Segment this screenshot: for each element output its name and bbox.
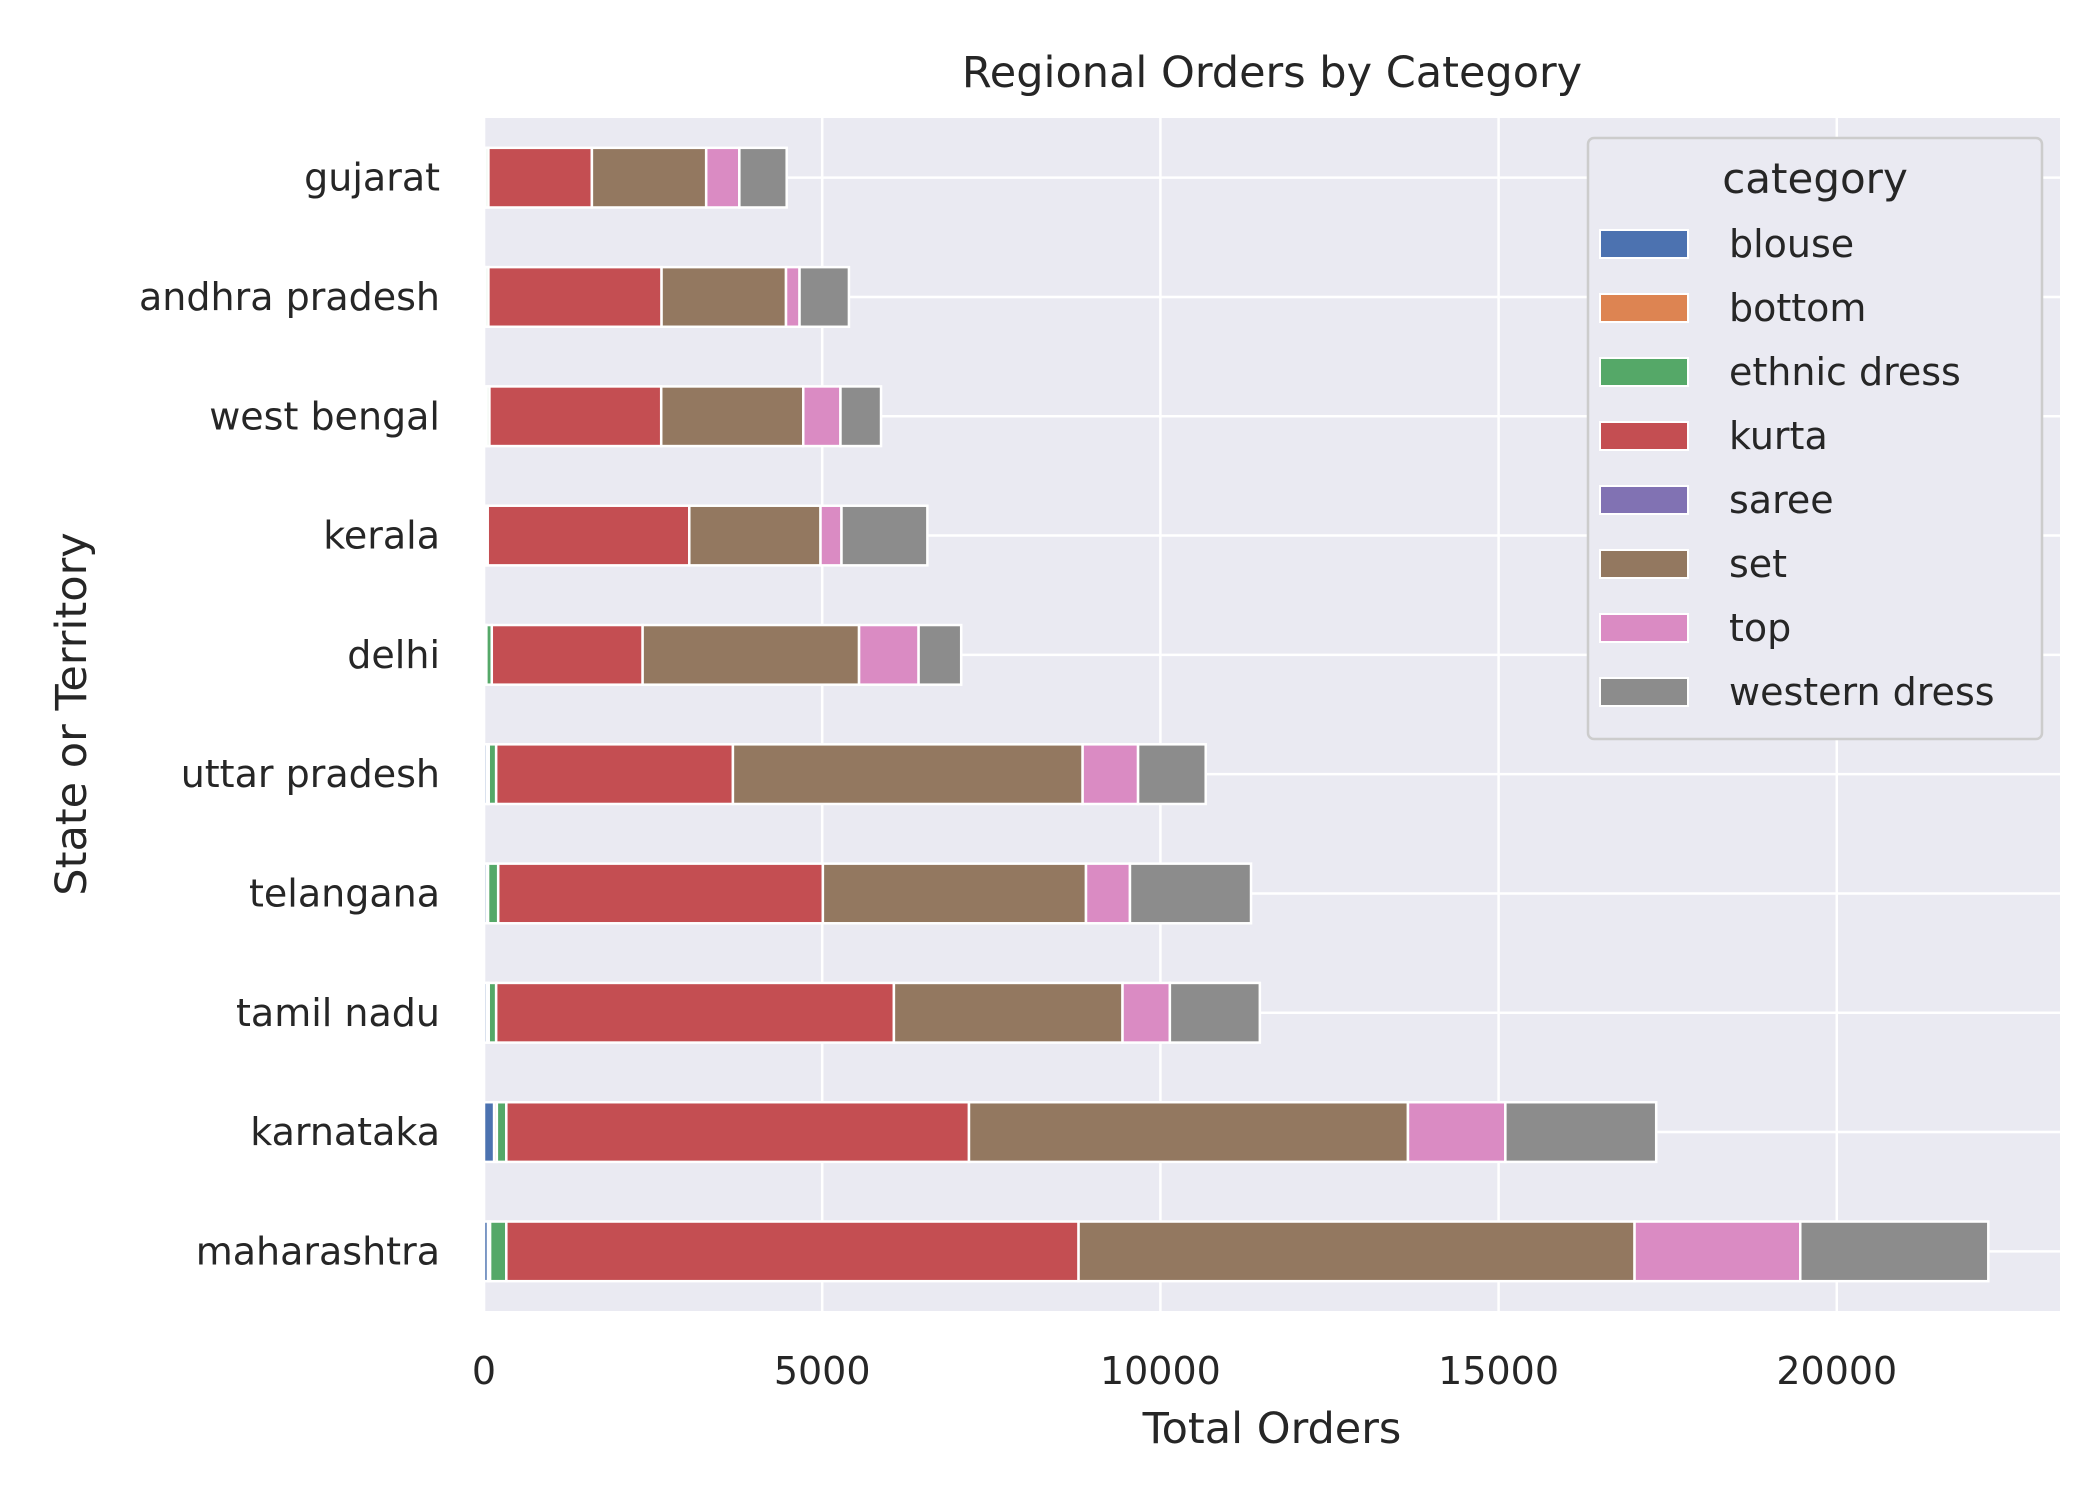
bar-segment: [1168, 981, 1262, 1044]
bar-segment: [505, 1220, 1080, 1283]
bar-segment: [1128, 862, 1253, 925]
bar-segment: [486, 504, 691, 567]
bar-segment: [590, 146, 708, 209]
legend-label: saree: [1729, 478, 1834, 522]
bar-segment: [917, 623, 963, 686]
legend-label: bottom: [1729, 286, 1866, 330]
bar-segment: [1121, 981, 1172, 1044]
bar-segment: [784, 265, 801, 329]
y-tick-labels: gujarat andhra pradesh west bengal kerala de…: [139, 156, 440, 1274]
legend-frame: [1586, 136, 2044, 741]
legend-title: category: [1722, 154, 1908, 203]
x-tick-label: 15000: [1438, 1349, 1559, 1393]
x-tick-label: 0: [472, 1349, 496, 1393]
bar-segment: [494, 981, 896, 1044]
y-tick-label: kerala: [323, 514, 440, 558]
legend-label: ethnic dress: [1729, 350, 1961, 394]
bar-segment: [840, 504, 929, 567]
bar-segment: [967, 1100, 1410, 1164]
bar-segment: [688, 504, 822, 567]
bar-segment: [731, 743, 1084, 806]
y-tick-label: telangana: [249, 871, 440, 915]
bar-segment: [496, 862, 825, 925]
y-axis-title: State or Territory: [47, 532, 97, 895]
y-tick-label: tamil nadu: [236, 991, 440, 1035]
legend-swatch: [1599, 357, 1689, 387]
bar-segment: [505, 1100, 971, 1164]
legend-swatch: [1599, 485, 1689, 515]
y-tick-label: andhra pradesh: [139, 275, 440, 319]
legend-label: set: [1729, 542, 1787, 586]
legend-swatch: [1599, 229, 1689, 259]
bar-segment: [490, 623, 644, 686]
bar-segment: [482, 1100, 496, 1164]
bar-segment: [641, 623, 861, 686]
bar-segment: [821, 862, 1088, 925]
legend-swatch: [1599, 293, 1689, 323]
y-tick-label: karnataka: [250, 1110, 440, 1154]
x-tick-labels: 0 5000 10000 15000 20000: [472, 1349, 1897, 1393]
bar-segment: [1081, 743, 1140, 806]
chart-title: Regional Orders by Category: [962, 48, 1582, 98]
bar-segment: [1406, 1100, 1507, 1164]
bar-segment: [660, 265, 788, 329]
bar-segment: [819, 504, 843, 567]
x-tick-label: 20000: [1776, 1349, 1897, 1393]
bar-segment: [494, 743, 735, 806]
bar-segment: [704, 146, 741, 209]
legend-label: western dress: [1729, 670, 1995, 714]
y-tick-label: uttar pradesh: [181, 752, 440, 796]
bar-segment: [1504, 1100, 1658, 1164]
bar-segment: [488, 385, 663, 448]
legend-swatch: [1599, 677, 1689, 707]
bar-segment: [802, 385, 842, 448]
bar-segment: [487, 146, 594, 209]
bar-segment: [839, 385, 883, 448]
y-tick-label: delhi: [347, 633, 440, 677]
y-tick-label: gujarat: [304, 156, 440, 200]
legend-swatch: [1599, 549, 1689, 579]
bar-segment: [892, 981, 1124, 1044]
bar-segment: [738, 146, 788, 209]
bars: [482, 146, 1990, 1283]
legend-label: top: [1729, 606, 1791, 650]
bar-segment: [486, 862, 500, 925]
bar-segment: [1077, 1220, 1636, 1283]
y-tick-label: west bengal: [209, 394, 440, 438]
legend-label: blouse: [1729, 222, 1854, 266]
bar-segment: [1136, 743, 1207, 806]
legend: category blouse bottom ethnic dress kurta sa…: [1586, 136, 2044, 741]
x-tick-label: 5000: [774, 1349, 871, 1393]
bar-segment: [1633, 1220, 1802, 1283]
legend-swatch: [1599, 421, 1689, 451]
bar-segment: [495, 1100, 508, 1164]
bar-segment: [857, 623, 920, 686]
bar-segment: [1799, 1220, 1990, 1283]
x-axis-title: Total Orders: [1142, 1404, 1402, 1454]
legend-label: kurta: [1729, 414, 1828, 458]
x-tick-label: 10000: [1100, 1349, 1221, 1393]
bar-segment: [798, 265, 851, 329]
bar-segment: [659, 385, 805, 448]
y-tick-label: maharashtra: [196, 1229, 440, 1273]
bar-segment: [488, 1220, 508, 1283]
bar-segment: [487, 265, 663, 329]
legend-swatch: [1599, 613, 1689, 643]
bar-segment: [1084, 862, 1132, 925]
